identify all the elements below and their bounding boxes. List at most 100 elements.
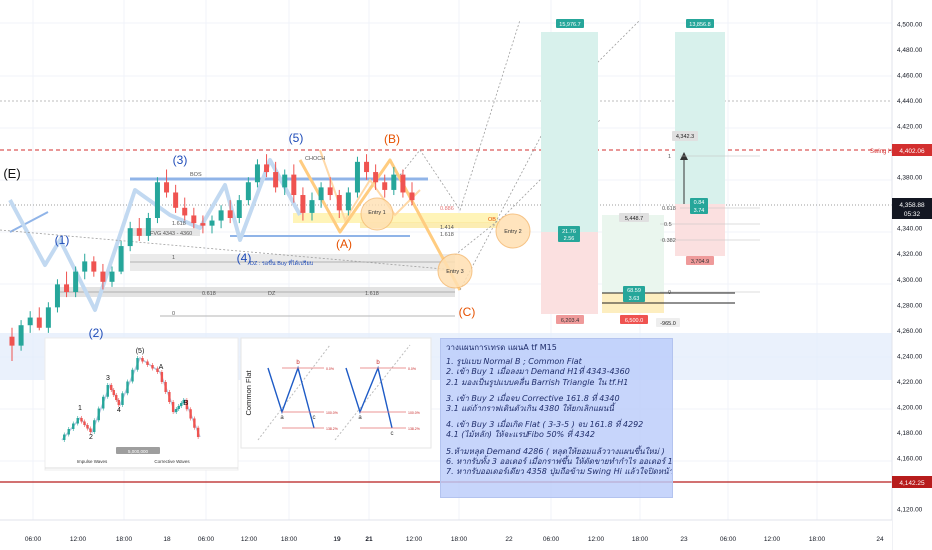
- fib-1414-label: 1.414: [440, 225, 454, 231]
- candle: [245, 177, 251, 206]
- candle: [391, 166, 397, 196]
- price-tick: 4,240.00: [897, 353, 923, 360]
- mini-candle: [182, 398, 185, 405]
- time-tick: 06:00: [543, 536, 560, 543]
- mini-candle: [151, 363, 154, 371]
- flat-fib-6: 138.2%: [408, 427, 420, 431]
- wave-labels: (E) (1) (2) (3) (4) (5) (A) (B) (C): [3, 131, 475, 340]
- time-tick: 12:00: [70, 536, 87, 543]
- candle: [164, 169, 170, 198]
- candle: [300, 187, 306, 221]
- impulse-label-3: 3: [106, 375, 110, 382]
- price-tick: 4,500.00: [897, 22, 923, 29]
- price-tick: 4,420.00: [897, 124, 923, 131]
- mini-candle: [112, 388, 115, 397]
- trend-line-left: [9, 211, 49, 233]
- fib-1618-label: 1.618: [365, 291, 379, 297]
- entry2-circle: [495, 213, 531, 249]
- candle: [282, 169, 288, 196]
- time-tick: 18:00: [451, 536, 468, 543]
- fvg-label: FVG 4343 - 4360: [150, 231, 192, 237]
- price-tick: 4,380.00: [897, 175, 923, 182]
- candle: [345, 187, 351, 216]
- fib-1-label: 1: [172, 255, 175, 261]
- mini-candle: [106, 383, 109, 399]
- price-tick: 4,440.00: [897, 98, 923, 105]
- price-tick: 4,320.00: [897, 251, 923, 258]
- fib-0618-right-label: 0.618: [662, 206, 676, 212]
- time-tick: 21: [365, 536, 373, 543]
- common-flat-diagram: Common Flat b a c b a c 0.0% 100.0% 138.…: [240, 337, 432, 449]
- mini-candle: [126, 379, 129, 396]
- fib-1618b-label: 1.618: [440, 232, 454, 238]
- mini-candle: [97, 406, 100, 423]
- pos2-ratio-a: 68.59: [627, 288, 641, 294]
- pos-fib-lines: [660, 155, 760, 293]
- pos3-ratio-a: 0.84: [694, 200, 705, 206]
- candle: [109, 266, 115, 287]
- candle: [18, 320, 24, 351]
- flat-fib-1: 0.0%: [326, 367, 334, 371]
- mini-candle: [185, 398, 189, 412]
- pos3-stop: 3,704.9: [691, 259, 709, 265]
- mini-candle: [177, 404, 180, 411]
- time-tick: 06:00: [25, 536, 42, 543]
- fib-0382-right-label: 0.382: [662, 238, 676, 244]
- time-tick: 12:00: [764, 536, 781, 543]
- candle: [145, 212, 151, 241]
- candle: [100, 263, 106, 290]
- impulse-label-2: 2: [89, 434, 93, 441]
- mini-candle: [76, 416, 79, 426]
- price-axis[interactable]: 4,500.00 4,480.00 4,460.00 4,440.00 4,420.00…: [891, 0, 932, 550]
- candle: [273, 161, 279, 193]
- dz-buy-label: DZ : รอขึ้น Buy ที่ได้เปรียบ: [250, 259, 314, 267]
- price-tick: 4,300.00: [897, 277, 923, 284]
- wave-label-a: (A): [336, 237, 352, 251]
- flat-fib-5: 100.0%: [408, 411, 420, 415]
- time-tick: 12:00: [406, 536, 423, 543]
- trade-plan-line: 3. เข้า Buy 2 เมื่อจบ Corrective 161.8 ท…: [446, 393, 620, 403]
- entry1-circle: [360, 197, 394, 231]
- pos2-profit: [602, 215, 664, 293]
- candle: [36, 307, 42, 331]
- mini-candle: [110, 383, 113, 392]
- price-tick: 4,460.00: [897, 73, 923, 80]
- candle: [336, 189, 342, 218]
- impulse-diagram: (5) 3 1 2 4 A B 5,000,000 Impulse Waves …: [44, 337, 239, 471]
- price-tick: 4,160.00: [897, 455, 923, 462]
- mini-candle: [189, 407, 192, 421]
- time-tick: 24: [876, 536, 884, 543]
- mini-candle: [141, 356, 144, 364]
- fib-0886-label: 0.886: [440, 206, 454, 212]
- candle: [327, 177, 333, 201]
- candle: [54, 279, 60, 313]
- candle: [64, 271, 70, 298]
- candle: [200, 215, 206, 234]
- time-axis[interactable]: 06:00 12:00 18:00 18 06:00 12:00 18:00 19 21 12:0…: [0, 519, 892, 550]
- wave-label-b: (B): [384, 132, 400, 146]
- candle: [227, 200, 233, 224]
- entry3-label: Entry 3: [446, 269, 463, 275]
- pos2-target: 5,448.7: [625, 216, 643, 222]
- impulse-label-4: 4: [117, 407, 121, 414]
- pos2-stop: 6,500.0: [625, 318, 643, 324]
- flat-fib-3: 138.2%: [326, 427, 338, 431]
- trade-plan-line: 2.1 มองเป็นรูปแบบคลื่น Barrish Triangle …: [446, 377, 629, 387]
- candle: [254, 159, 260, 188]
- candle: [400, 169, 406, 198]
- pos1-ratio-a: 21.76: [562, 229, 576, 235]
- mini-candle: [180, 401, 183, 408]
- candle: [82, 253, 88, 280]
- price-tick: 4,280.00: [897, 302, 923, 309]
- trade-plan-line: 3.1 แต่ถ้ากราฟเดินตัวเกิน 4380 ให้ยกเลิก…: [446, 404, 614, 414]
- choch-label: CHOCH: [305, 156, 325, 162]
- fib-0-label: 0: [172, 311, 175, 317]
- fib-1-right-label: 1: [668, 154, 671, 160]
- position-badges: 15,976.7 21.76 2.56 6,203.4 5,448.7 68.5…: [556, 19, 714, 327]
- candle: [91, 256, 97, 277]
- ob-zone: [293, 213, 498, 223]
- pos3-mid: 4,342.3: [676, 134, 694, 140]
- candle: [364, 154, 370, 180]
- bos-label: BOS: [190, 172, 202, 178]
